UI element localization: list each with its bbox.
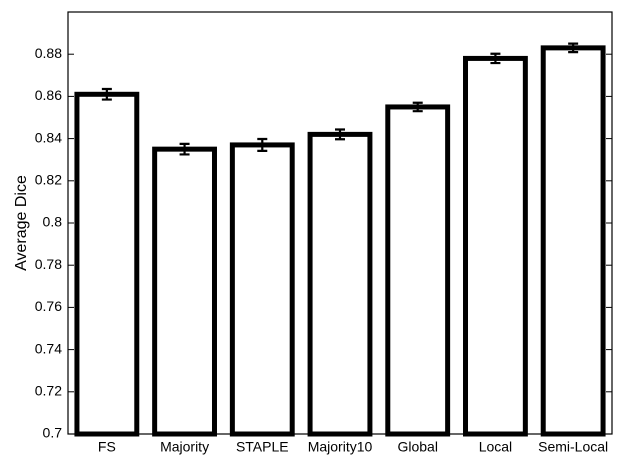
y-tick-label: 0.86 — [35, 87, 62, 103]
y-tick-label: 0.74 — [35, 340, 62, 356]
y-tick-label: 0.72 — [35, 383, 62, 399]
y-tick-label: 0.82 — [35, 172, 62, 188]
bar — [385, 104, 451, 437]
y-tick-label: 0.88 — [35, 45, 62, 61]
x-tick-label: Majority10 — [308, 439, 373, 455]
x-tick-label: Local — [479, 439, 512, 455]
error-bar — [412, 101, 423, 113]
error-bar — [101, 87, 112, 101]
bar — [229, 142, 295, 437]
error-bar — [490, 52, 501, 65]
x-tick-label: STAPLE — [236, 439, 289, 455]
y-tick-label: 0.8 — [43, 214, 63, 230]
y-tick-label: 0.7 — [43, 425, 63, 441]
bar — [540, 45, 606, 437]
bar — [463, 55, 528, 437]
y-tick-label: 0.84 — [35, 129, 62, 145]
x-tick-label: Majority — [160, 439, 209, 455]
y-axis-label: Average Dice — [13, 175, 30, 271]
y-tick-label: 0.78 — [35, 256, 62, 272]
y-tick-label: 0.76 — [35, 298, 62, 314]
bar — [152, 146, 217, 437]
bar — [307, 131, 373, 437]
error-bar — [179, 142, 190, 156]
error-bar — [335, 128, 345, 141]
error-bar — [568, 42, 579, 54]
bar — [74, 91, 140, 437]
x-tick-label: Semi-Local — [538, 439, 608, 455]
error-bar — [257, 137, 268, 152]
x-tick-label: Global — [397, 439, 437, 455]
x-tick-label: FS — [98, 439, 116, 455]
